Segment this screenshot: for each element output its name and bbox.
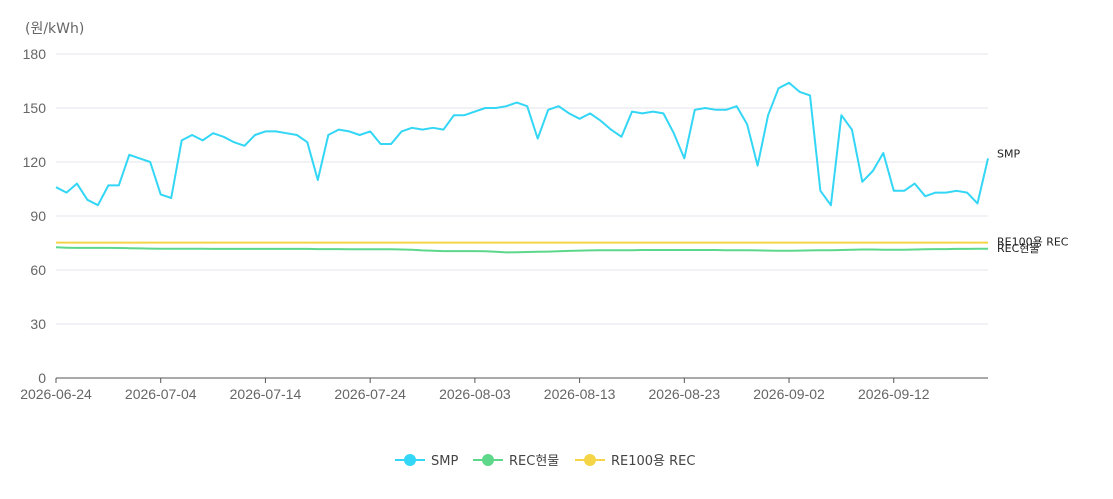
series-end-label: REC현물	[997, 242, 1040, 255]
x-tick-label: 2026-07-04	[125, 386, 197, 402]
y-tick-label: 60	[30, 262, 46, 278]
x-tick-label: 2026-08-23	[649, 386, 721, 402]
legend-swatch-marker	[482, 454, 494, 466]
y-tick-label: 150	[23, 100, 47, 116]
legend-item-0[interactable]: SMP	[395, 454, 458, 469]
x-axis: 2026-06-24 2026-07-04 2026-07-14 2026-07-24…	[20, 377, 988, 402]
y-tick-label: 180	[23, 46, 47, 62]
x-tick-label: 2026-08-03	[439, 386, 511, 402]
y-tick-label: 0	[38, 370, 46, 386]
x-tick-label: 2026-09-12	[858, 386, 930, 402]
y-tick-label: 90	[30, 208, 46, 224]
x-tick-label: 2026-08-13	[544, 386, 616, 402]
series-line-0	[55, 81, 989, 207]
legend-swatch-marker	[404, 454, 416, 466]
x-tick-label: 2026-06-24	[20, 386, 92, 402]
series-end-label: SMP	[997, 147, 1020, 160]
x-tick-label: 2026-07-14	[230, 386, 302, 402]
y-tick-label: 120	[23, 154, 47, 170]
y-axis-ticks: 0 30 60 90 120 150 180	[23, 46, 47, 386]
grid-lines	[56, 53, 988, 325]
series-line-1	[55, 246, 988, 254]
y-axis-unit: (원/kWh)	[25, 21, 84, 37]
legend-item-1[interactable]: REC현물	[473, 454, 559, 469]
series-end-label: RE100용 REC	[997, 236, 1069, 249]
legend-label: SMP	[431, 454, 458, 469]
legend: SMP REC현물 RE100용 REC	[395, 454, 695, 469]
legend-label: REC현물	[509, 454, 559, 469]
legend-label: RE100용 REC	[611, 454, 695, 469]
x-tick-label: 2026-07-24	[334, 386, 406, 402]
x-tick-label: 2026-09-02	[753, 386, 825, 402]
series-lines	[55, 81, 989, 254]
legend-swatch-marker	[584, 454, 596, 466]
legend-item-2[interactable]: RE100용 REC	[575, 454, 695, 469]
y-tick-label: 30	[30, 316, 46, 332]
